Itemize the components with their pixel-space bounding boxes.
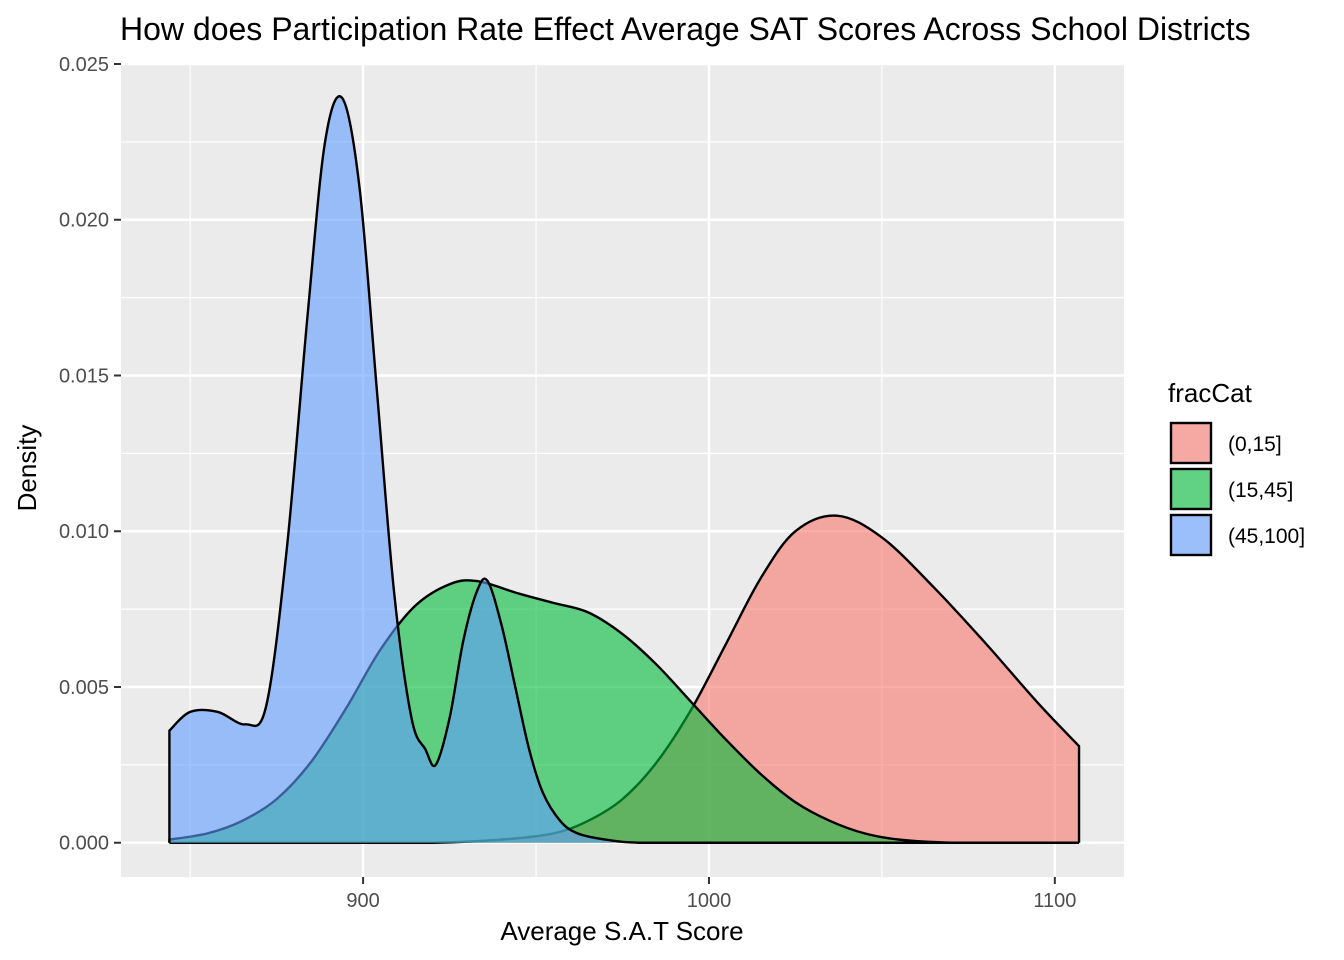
x-tick-label: 900 [346,890,379,912]
axes: 900 1000 1100 0.000 0.005 0.010 0.015 0.020 0.02… [59,54,1076,912]
legend-swatch [1169,421,1213,465]
y-tick-label: 0.015 [59,365,109,387]
x-axis-title: Average S.A.T Score [500,916,743,946]
y-tick-label: 0.000 [59,833,109,855]
y-tick-label: 0.020 [59,210,109,232]
legend-label: (45,100] [1228,525,1305,548]
density-area-series-1 [169,515,1080,843]
y-axis-title: Density [12,425,42,512]
chart-title: How does Participation Rate Effect Avera… [120,11,1251,47]
density-outline-series-3 [168,95,1080,844]
y-tick-label: 0.010 [59,521,109,543]
y-tick-label: 0.025 [59,54,109,76]
legend-label: (0,15] [1228,433,1282,456]
x-tick-label: 1000 [687,890,732,912]
legend-swatch [1169,467,1213,511]
density-area-series-3 [169,96,1080,843]
y-tick-label: 0.005 [59,677,109,699]
legend-swatch [1169,513,1213,557]
x-tick-label: 1100 [1033,890,1076,912]
legend-label: (15,45] [1228,479,1293,502]
legend: fracCat (0,15] (15,45] (45,100] [1168,378,1305,557]
legend-title: fracCat [1168,378,1253,408]
density-areas [168,95,1081,844]
